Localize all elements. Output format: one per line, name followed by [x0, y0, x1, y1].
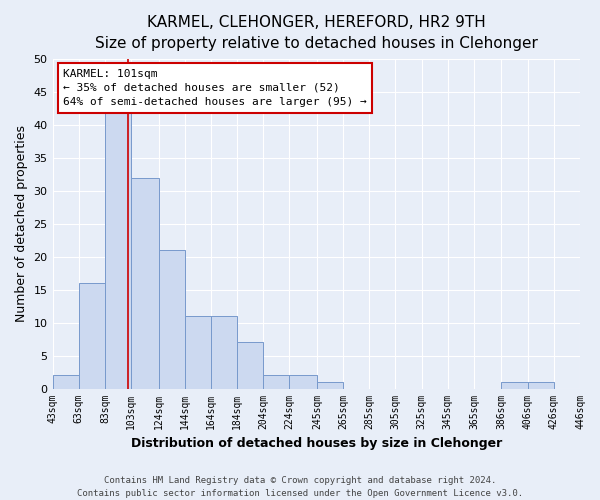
Bar	[317, 382, 343, 388]
Title: KARMEL, CLEHONGER, HEREFORD, HR2 9TH
Size of property relative to detached house: KARMEL, CLEHONGER, HEREFORD, HR2 9TH Siz…	[95, 15, 538, 51]
X-axis label: Distribution of detached houses by size in Clehonger: Distribution of detached houses by size …	[131, 437, 502, 450]
Bar	[527, 382, 554, 388]
Text: Contains HM Land Registry data © Crown copyright and database right 2024.
Contai: Contains HM Land Registry data © Crown c…	[77, 476, 523, 498]
Bar	[131, 178, 158, 388]
Bar	[53, 376, 79, 388]
Bar	[211, 316, 237, 388]
Bar	[105, 112, 131, 388]
Bar	[79, 283, 105, 389]
Bar	[263, 376, 289, 388]
Text: KARMEL: 101sqm
← 35% of detached houses are smaller (52)
64% of semi-detached ho: KARMEL: 101sqm ← 35% of detached houses …	[63, 69, 367, 107]
Bar	[502, 382, 527, 388]
Bar	[185, 316, 211, 388]
Bar	[237, 342, 263, 388]
Bar	[158, 250, 185, 388]
Y-axis label: Number of detached properties: Number of detached properties	[15, 126, 28, 322]
Bar	[289, 376, 317, 388]
